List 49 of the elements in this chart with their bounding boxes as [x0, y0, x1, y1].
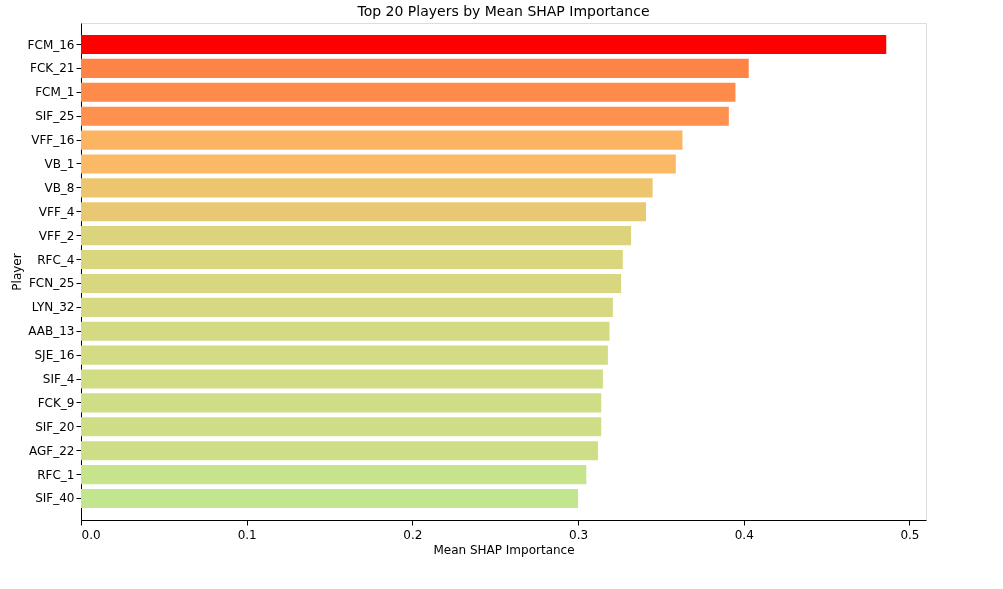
bar: [81, 250, 623, 270]
y-tick-label: VFF_4: [38, 204, 75, 219]
y-axis-title: Player: [9, 253, 24, 291]
y-tick-label: AAB_13: [28, 324, 75, 339]
bar: [81, 321, 610, 341]
y-tick-label: FCM_1: [35, 85, 75, 100]
bar: [81, 82, 736, 102]
bar: [81, 130, 683, 150]
x-tick-label: 0.1: [237, 527, 257, 542]
bar: [81, 226, 632, 246]
y-tick-label: SIF_20: [35, 419, 75, 434]
y-tick-label: SIF_40: [35, 491, 75, 506]
y-tick-label: FCM_16: [27, 37, 75, 52]
bar: [81, 58, 749, 78]
x-tick-label: 0.4: [734, 527, 754, 542]
y-tick-label: AGF_22: [29, 443, 75, 458]
y-tick-label: SIF_25: [35, 109, 75, 124]
x-tick-label: 0.2: [403, 527, 423, 542]
y-tick-label: FCK_9: [37, 395, 75, 410]
y-tick-label: SJE_16: [34, 348, 75, 363]
bar: [81, 465, 587, 485]
bar: [81, 393, 602, 413]
y-tick-label: RFC_4: [37, 252, 75, 267]
y-tick-label: VFF_16: [31, 133, 75, 148]
y-tick-label: SIF_4: [42, 372, 75, 387]
x-axis-title: Mean SHAP Importance: [433, 542, 575, 557]
bar: [81, 34, 887, 55]
bar: [81, 369, 603, 389]
y-tick-label: RFC_1: [37, 467, 75, 482]
y-tick-label: FCN_25: [28, 276, 75, 291]
x-tick-label: 0.3: [569, 527, 589, 542]
bar: [81, 297, 613, 317]
bar: [81, 106, 729, 126]
x-tick-label: 0.5: [900, 527, 920, 542]
y-tick-label: FCK_21: [30, 61, 75, 76]
y-tick-label: VB_8: [44, 180, 75, 195]
x-tick-label: 0.0: [81, 527, 101, 542]
bar: [81, 441, 598, 461]
bar: [81, 488, 579, 509]
bar: [81, 345, 608, 365]
y-tick-label: LYN_32: [31, 300, 75, 315]
bar: [81, 154, 676, 174]
y-tick-label: VB_1: [44, 156, 75, 171]
bar: [81, 417, 602, 437]
chart-title: Top 20 Players by Mean SHAP Importance: [356, 3, 650, 19]
bar: [81, 178, 653, 198]
y-tick-label: VFF_2: [38, 228, 75, 243]
bar: [81, 202, 646, 222]
bar: [81, 273, 622, 293]
